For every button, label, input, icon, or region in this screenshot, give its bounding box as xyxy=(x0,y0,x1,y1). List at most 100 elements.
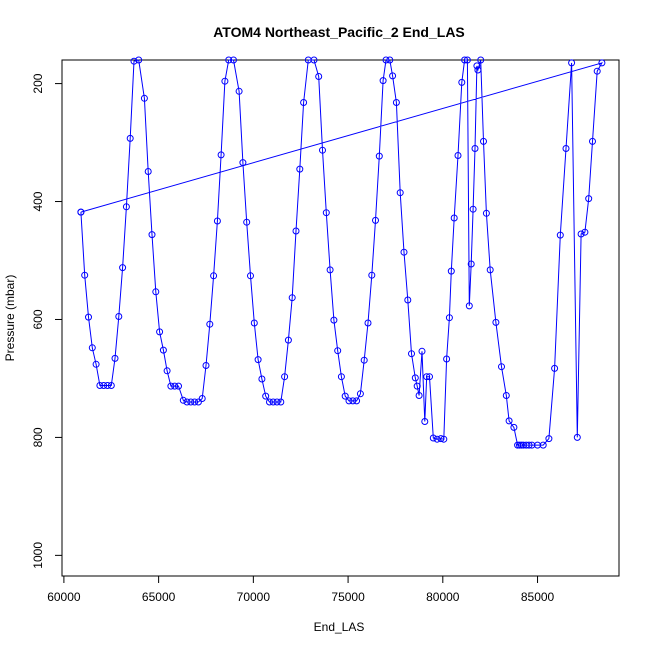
data-point xyxy=(492,318,500,326)
data-point xyxy=(545,435,553,443)
data-point xyxy=(119,264,127,272)
data-point xyxy=(179,396,187,404)
data-point xyxy=(243,218,251,226)
data-point xyxy=(322,209,330,217)
data-point xyxy=(254,356,262,364)
data-point xyxy=(418,347,426,355)
data-point xyxy=(191,398,199,406)
data-point xyxy=(135,56,143,64)
data-point xyxy=(217,151,225,159)
data-point xyxy=(126,134,134,142)
data-point xyxy=(96,382,104,389)
y-axis-label: Pressure (mbar) xyxy=(3,275,17,362)
y-tick-label: 200 xyxy=(31,73,45,93)
data-point xyxy=(482,209,490,217)
data-point xyxy=(421,418,429,425)
data-point xyxy=(152,288,160,296)
x-tick-label: 80000 xyxy=(426,590,460,604)
data-point xyxy=(85,313,92,321)
data-point xyxy=(445,314,453,322)
data-point xyxy=(296,165,304,173)
data-point xyxy=(502,392,510,399)
data-point xyxy=(277,398,285,406)
data-point xyxy=(111,354,119,362)
data-point xyxy=(429,434,437,442)
data-point xyxy=(349,397,357,405)
data-point xyxy=(341,392,349,400)
data-point xyxy=(551,364,559,372)
data-point xyxy=(319,146,326,154)
data-point xyxy=(221,77,229,85)
data-point xyxy=(210,272,218,280)
x-axis-label: End_LAS xyxy=(314,620,365,634)
data-point xyxy=(250,319,258,327)
y-tick-label: 800 xyxy=(31,427,45,447)
data-point xyxy=(115,313,123,320)
data-point xyxy=(413,382,421,390)
data-point xyxy=(598,59,606,67)
data-point xyxy=(473,62,481,70)
data-point xyxy=(516,441,523,449)
x-tick-label: 70000 xyxy=(237,590,271,604)
data-point xyxy=(562,145,570,152)
data-point xyxy=(505,417,513,425)
data-point xyxy=(556,231,564,239)
data-point xyxy=(130,57,138,65)
series-line xyxy=(80,59,603,446)
x-axis: 60000 65000 70000 75000 80000 85000 xyxy=(47,575,555,604)
data-point xyxy=(330,316,338,324)
y-tick-label: 1000 xyxy=(31,542,45,569)
data-point xyxy=(337,373,345,381)
data-point xyxy=(247,272,254,280)
data-point xyxy=(77,208,85,216)
data-point xyxy=(474,66,482,74)
data-point xyxy=(171,382,179,390)
x-tick-label: 75000 xyxy=(331,590,365,604)
data-point xyxy=(258,375,266,383)
data-point xyxy=(356,390,364,398)
data-point xyxy=(100,382,108,389)
data-point xyxy=(140,94,148,102)
x-tick-label: 85000 xyxy=(521,590,555,604)
data-point xyxy=(266,398,273,406)
data-point xyxy=(269,398,277,406)
data-point xyxy=(194,398,202,406)
data-point xyxy=(326,266,334,274)
data-point xyxy=(375,152,383,160)
data-point xyxy=(440,435,448,443)
data-point xyxy=(148,231,156,239)
data-point xyxy=(539,441,547,449)
data-point xyxy=(92,360,100,368)
data-point xyxy=(235,87,243,95)
data-point xyxy=(593,67,601,75)
data-point xyxy=(206,320,214,328)
data-point xyxy=(458,78,466,86)
data-point xyxy=(386,56,394,64)
data-point xyxy=(156,328,164,336)
data-point xyxy=(368,271,376,279)
data-point xyxy=(273,398,281,406)
data-point xyxy=(167,382,175,390)
data-point xyxy=(423,373,431,381)
data-point xyxy=(353,397,361,405)
data-point xyxy=(573,433,581,441)
data-point xyxy=(163,367,171,375)
data-point xyxy=(159,346,167,354)
data-point xyxy=(463,56,471,64)
data-point xyxy=(107,382,115,389)
data-point xyxy=(183,398,191,406)
data-point xyxy=(450,214,458,222)
data-point xyxy=(426,373,433,381)
y-tick-label: 400 xyxy=(31,191,45,211)
data-point xyxy=(345,397,353,405)
x-tick-label: 60000 xyxy=(47,590,81,604)
data-point xyxy=(122,203,130,211)
data-point xyxy=(443,355,451,363)
data-point xyxy=(467,260,475,268)
data-point xyxy=(469,205,477,213)
data-point xyxy=(262,392,270,400)
data-point xyxy=(225,56,233,64)
data-point xyxy=(292,227,300,235)
data-point xyxy=(175,382,182,390)
